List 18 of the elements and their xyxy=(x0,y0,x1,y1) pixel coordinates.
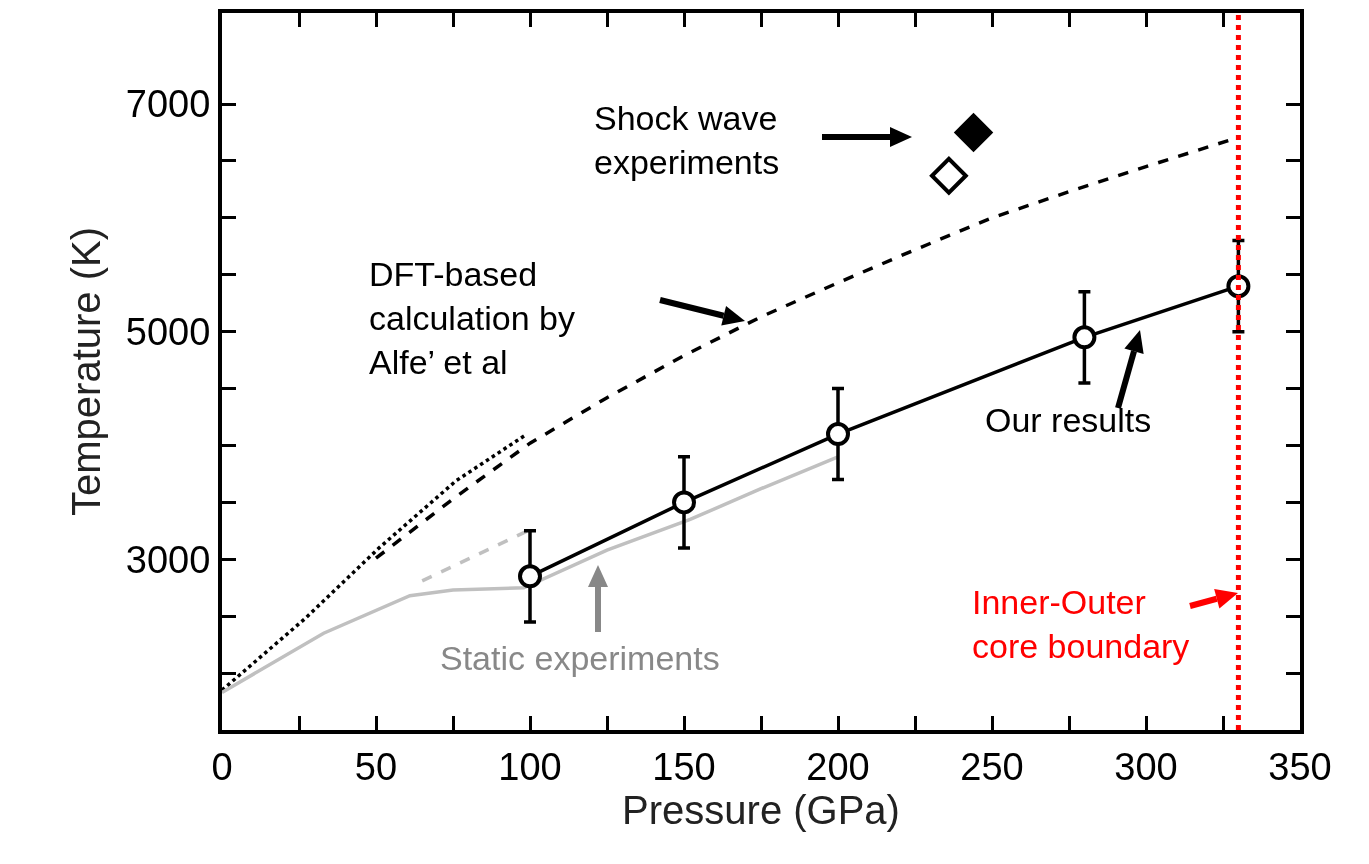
x-tick-label: 100 xyxy=(498,745,562,788)
y-axis-title: Temperature (K) xyxy=(63,227,108,516)
x-tick-label: 0 xyxy=(211,745,233,788)
y-tick-label: 5000 xyxy=(125,310,211,353)
annotation: Shock wave experiments xyxy=(594,99,780,182)
y-tick-label: 7000 xyxy=(125,83,211,126)
ref-line-label: Inner-Outer core boundary xyxy=(972,583,1190,666)
x-tick-label: 150 xyxy=(652,745,716,788)
x-tick-label: 300 xyxy=(1114,745,1178,788)
annotation: Our results xyxy=(985,401,1152,439)
x-tick-label: 350 xyxy=(1268,745,1332,788)
annotation: DFT-based calculation by Alfe’ et al xyxy=(369,255,576,382)
y-tick-label: 3000 xyxy=(125,538,211,581)
x-tick-label: 200 xyxy=(806,745,870,788)
annotation: Static experiments xyxy=(440,639,720,677)
x-tick-label: 250 xyxy=(960,745,1024,788)
x-tick-label: 50 xyxy=(354,745,398,788)
x-axis-title: Pressure (GPa) xyxy=(622,787,900,832)
